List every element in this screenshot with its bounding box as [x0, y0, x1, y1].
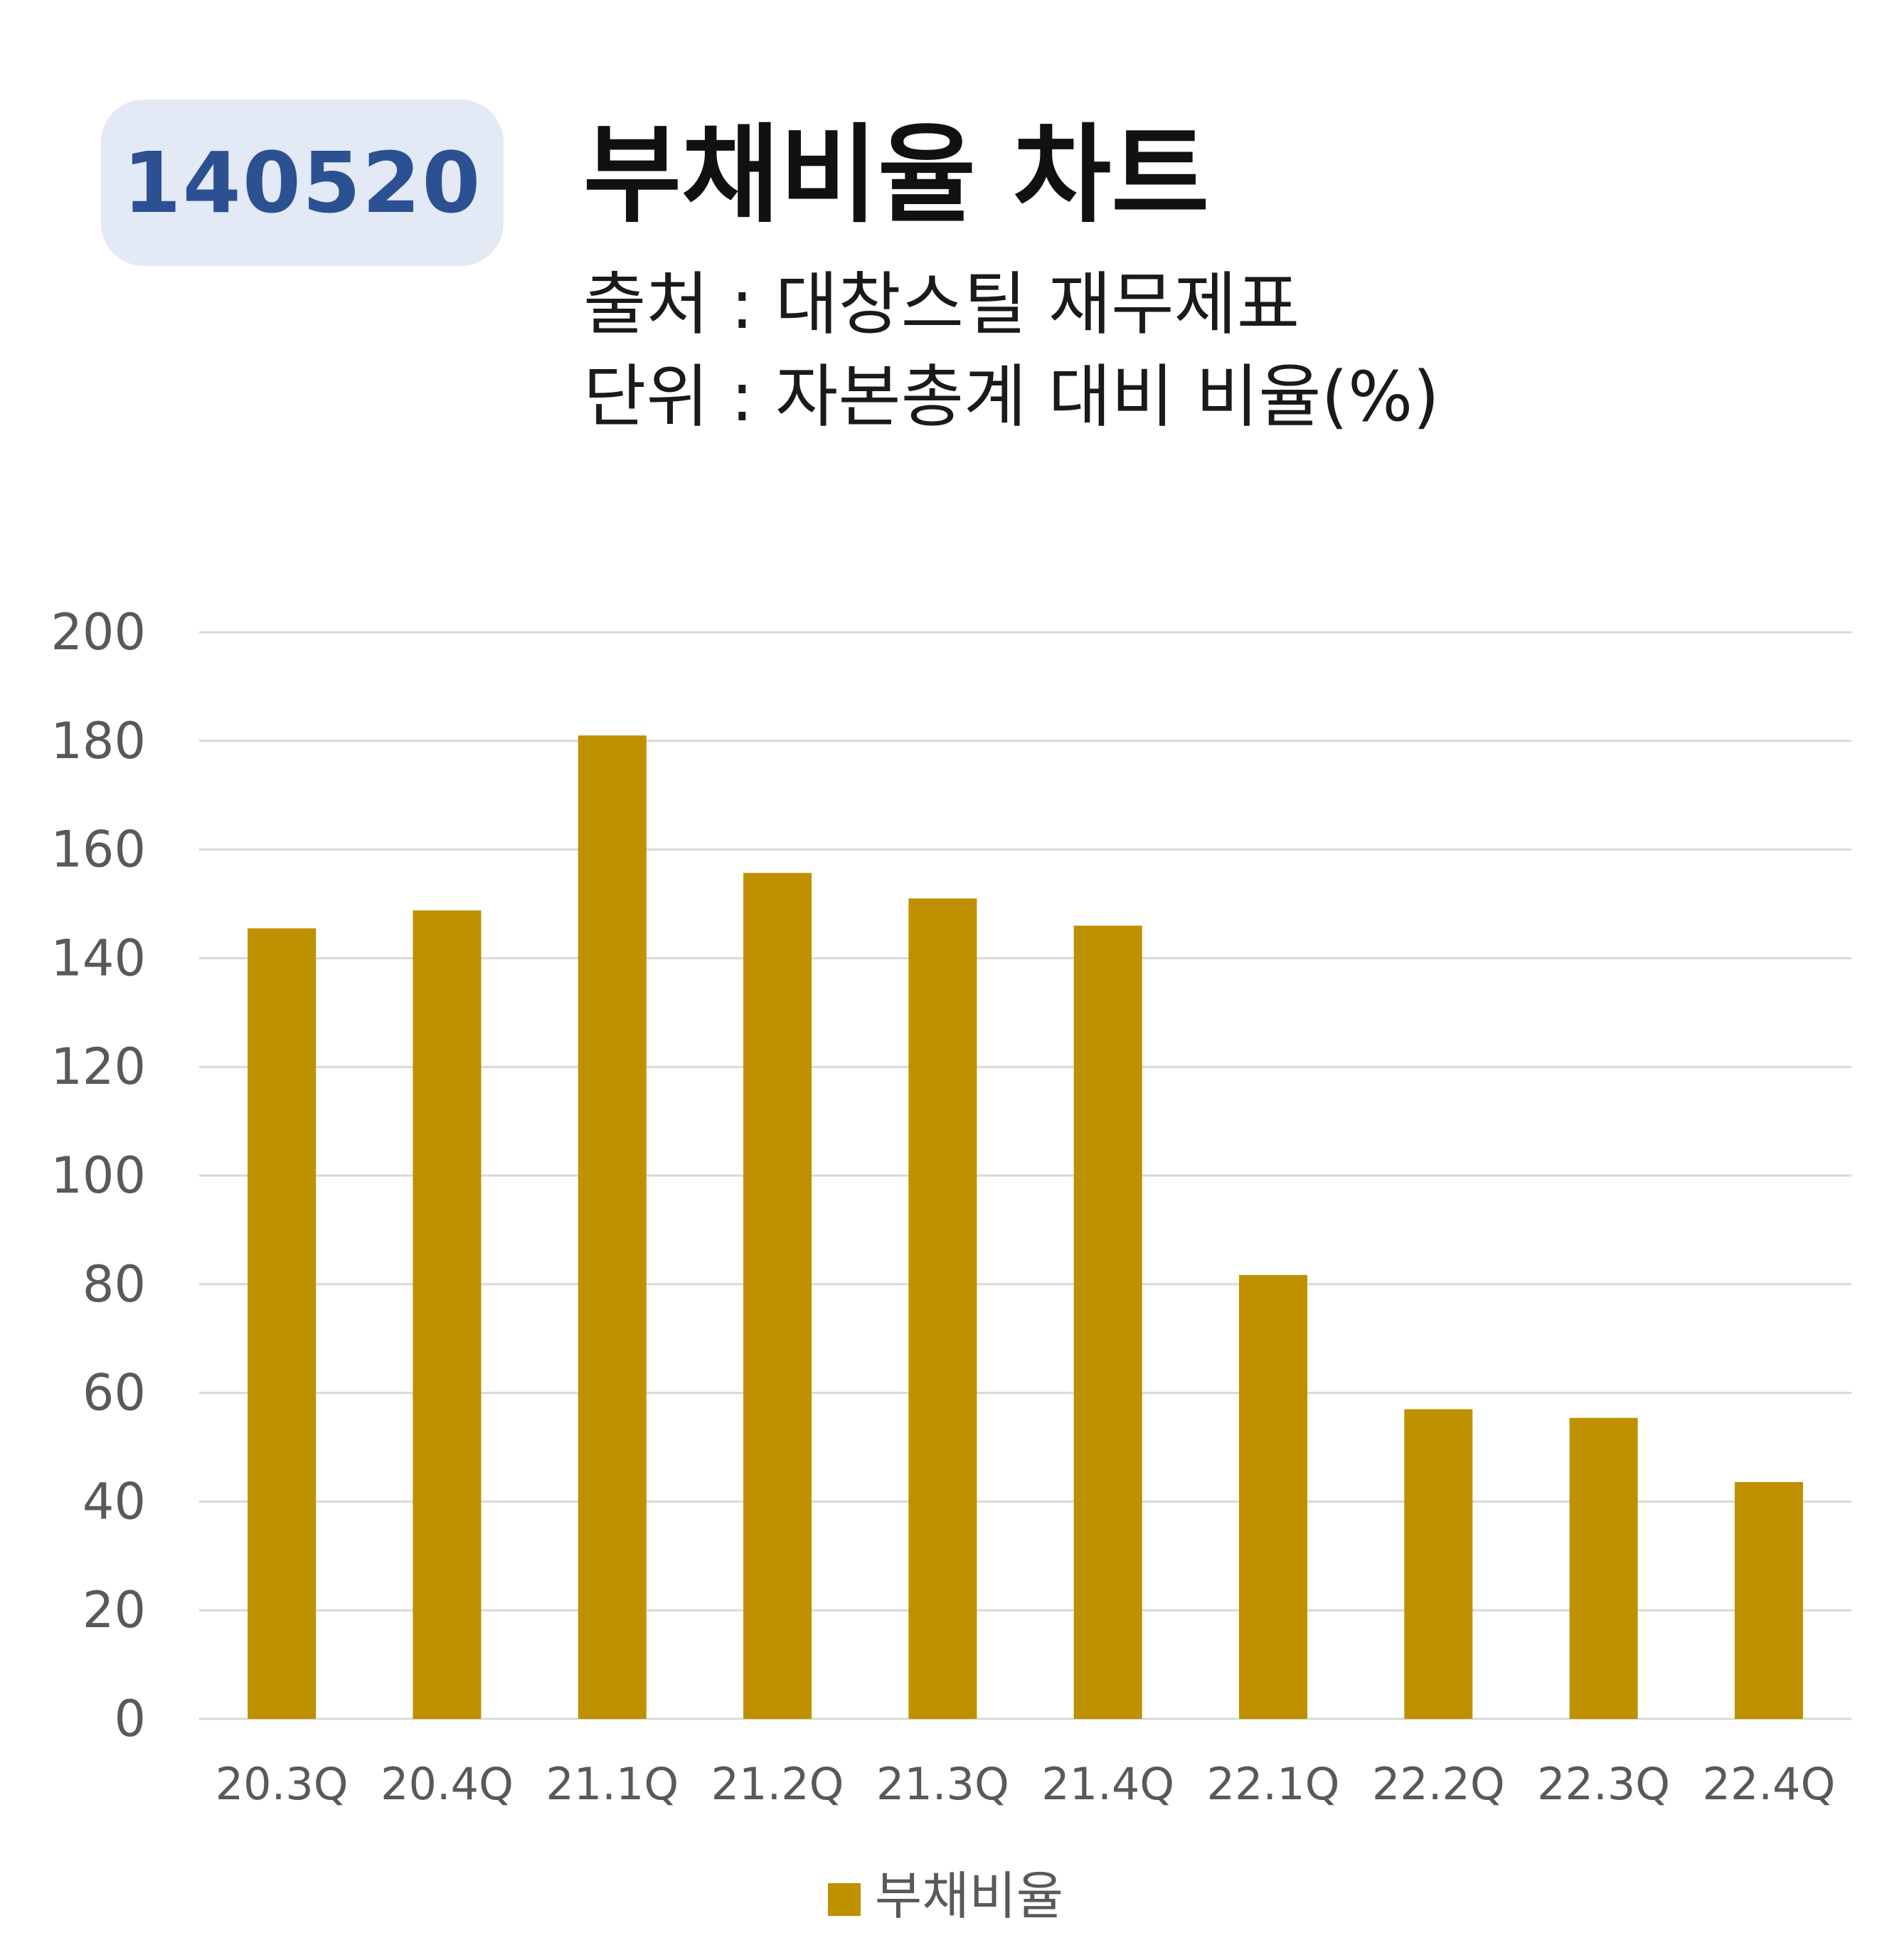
x-tick-label: 22.4Q	[1702, 1758, 1835, 1810]
y-tick-label: 20	[83, 1581, 146, 1639]
y-tick-label: 160	[51, 821, 146, 879]
y-tick-label: 120	[51, 1038, 146, 1096]
y-tick-label: 180	[51, 712, 146, 770]
bar	[1404, 1409, 1473, 1719]
y-tick-label: 140	[51, 929, 146, 987]
y-tick-label: 80	[83, 1255, 146, 1314]
x-tick-label: 22.1Q	[1207, 1758, 1340, 1810]
stock-code-badge: 140520	[101, 100, 504, 266]
x-tick-label: 21.3Q	[876, 1758, 1009, 1810]
bar	[1238, 1274, 1307, 1719]
source-line: 출처 : 대창스틸 재무제표	[583, 265, 1300, 344]
unit-line: 단위 : 자본총계 대비 비율(%)	[583, 357, 1440, 437]
x-tick-label: 21.4Q	[1041, 1758, 1174, 1810]
chart-title: 부채비율 차트	[583, 114, 1210, 238]
bar	[578, 735, 647, 1719]
bar	[1073, 925, 1142, 1719]
x-tick-label: 20.3Q	[216, 1758, 349, 1810]
y-tick-label: 0	[114, 1690, 146, 1748]
bar	[1734, 1481, 1803, 1719]
x-tick-label: 21.1Q	[546, 1758, 679, 1810]
legend-swatch	[828, 1883, 861, 1916]
x-tick-label: 20.4Q	[381, 1758, 514, 1810]
bar	[248, 928, 317, 1719]
legend-label: 부채비율	[875, 1866, 1063, 1926]
x-tick-label: 22.2Q	[1372, 1758, 1505, 1810]
bar	[743, 873, 812, 1719]
y-tick-label: 60	[83, 1364, 146, 1422]
stock-code: 140520	[122, 134, 482, 232]
bar	[908, 898, 977, 1719]
y-tick-label: 100	[51, 1146, 146, 1205]
bar	[1569, 1417, 1638, 1719]
y-tick-label: 200	[51, 603, 146, 661]
bar	[413, 910, 482, 1719]
x-tick-label: 21.2Q	[711, 1758, 844, 1810]
x-tick-label: 22.3Q	[1537, 1758, 1670, 1810]
y-tick-label: 40	[83, 1472, 146, 1530]
